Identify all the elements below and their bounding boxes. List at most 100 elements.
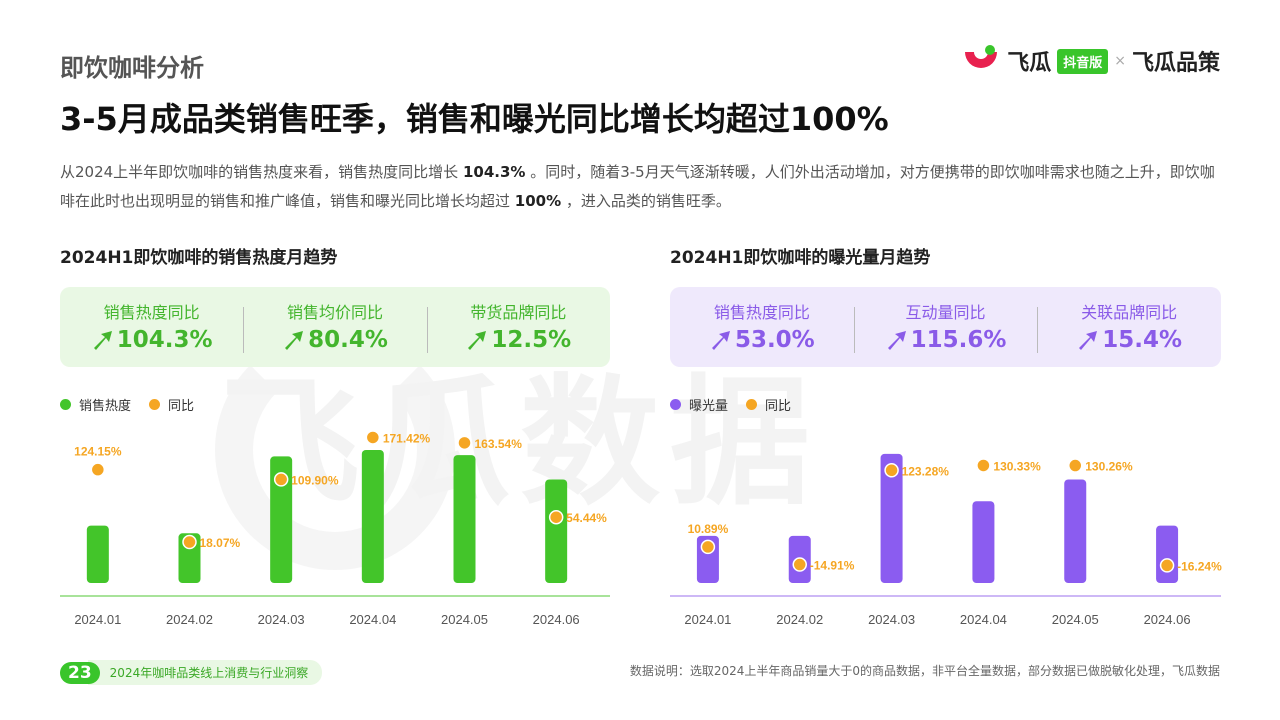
- bar-2024.04: [361, 450, 384, 583]
- yoy-label-2024.04: 130.33%: [993, 459, 1041, 473]
- kpi-label: 销售均价同比: [286, 302, 383, 322]
- brand-badge: 抖音版: [1057, 48, 1109, 74]
- trend-up-arrow-icon: [887, 330, 906, 350]
- kpi-item: 带货品牌同比 12.5%: [426, 299, 610, 356]
- data-note: 数据说明：选取2024上半年商品销量大于0的商品数据，非平台全量数据，部分数据已…: [629, 664, 1220, 678]
- yoy-dot-2024.04: [976, 458, 991, 473]
- brand-name-secondary: 飞瓜品策: [1131, 51, 1220, 76]
- yoy-label-2024.03: 109.90%: [291, 473, 339, 487]
- page-number: 23: [60, 661, 100, 684]
- yoy-label-2024.01: 124.15%: [74, 445, 122, 459]
- kpi-label: 带货品牌同比: [470, 302, 567, 322]
- yoy-dot-2024.06: [1159, 558, 1175, 573]
- yoy-dot-2024.06: [548, 509, 564, 525]
- yoy-label-2024.04: 171.42%: [383, 431, 431, 445]
- trend-up-arrow-icon: [711, 330, 730, 350]
- feigua-logo-icon: [965, 45, 998, 68]
- legend-label: 曝光量: [689, 399, 729, 414]
- yoy-label-2024.06: -16.24%: [1177, 559, 1222, 573]
- left-chart-title: 2024H1即饮咖啡的销售热度月趋势: [60, 248, 338, 268]
- report-title: 2024年咖啡品类线上消费与行业洞察: [87, 660, 323, 685]
- legend-item-dot: 同比: [746, 395, 791, 414]
- x-tick-label: 2024.01: [684, 612, 731, 627]
- x-tick-label: 2024.01: [74, 612, 121, 627]
- kpi-item: 销售热度同比 104.3%: [60, 299, 243, 356]
- legend-item-dot: 同比: [149, 395, 194, 414]
- legend-dot-icon: [149, 399, 161, 410]
- yoy-dot-2024.02: [792, 557, 807, 572]
- legend-item-bar: 曝光量: [670, 395, 728, 414]
- x-tick-label: 2024.04: [349, 612, 396, 627]
- footer-page-info: 23 2024年咖啡品类线上消费与行业洞察: [60, 660, 323, 685]
- page-headline: 3-5月成品类销售旺季，销售和曝光同比增长均超过100%: [60, 100, 889, 138]
- brand-name: 飞瓜: [1007, 51, 1052, 76]
- kpi-value: 115.6%: [885, 326, 1007, 353]
- bar-2024.06: [1156, 525, 1179, 583]
- kpi-label: 关联品牌同比: [1081, 302, 1178, 322]
- kpi-item: 销售均价同比 80.4%: [243, 299, 426, 356]
- kpi-value-text: 115.6%: [910, 326, 1007, 353]
- intro-text-1: 从2024上半年即饮咖啡的销售热度来看，销售热度同比增长: [60, 163, 463, 181]
- legend-label: 同比: [765, 399, 792, 414]
- yoy-dot-2024.03: [884, 463, 899, 478]
- right-chart-title: 2024H1即饮咖啡的曝光量月趋势: [670, 248, 931, 268]
- trend-up-arrow-icon: [1079, 330, 1098, 350]
- yoy-dot-2024.02: [182, 534, 197, 550]
- legend-label: 同比: [168, 399, 195, 414]
- trend-up-arrow-icon: [468, 330, 487, 350]
- kpi-value: 15.4%: [1076, 327, 1182, 353]
- yoy-label-2024.02: -14.91%: [810, 559, 855, 573]
- yoy-dot-2024.03: [273, 472, 289, 487]
- kpi-item: 销售热度同比 53.0%: [670, 299, 854, 356]
- yoy-label-2024.05: 130.26%: [1085, 460, 1133, 474]
- right-chart-legend: 曝光量 同比: [670, 395, 791, 414]
- kpi-value: 12.5%: [465, 327, 571, 353]
- bar-2024.06: [545, 479, 568, 583]
- brand-header: 飞瓜 抖音版 × 飞瓜品策: [961, 44, 1220, 78]
- legend-dot-icon: [746, 399, 758, 410]
- watermark: 飞瓜数据: [220, 362, 821, 525]
- right-bar-chart: 10.89% 2024.01 -14.91% 2024.02 123.28% 2024.0…: [670, 453, 1222, 627]
- x-tick-label: 2024.03: [868, 612, 915, 627]
- x-tick-label: 2024.04: [960, 612, 1007, 627]
- kpi-label: 销售热度同比: [103, 302, 200, 322]
- kpi-value-text: 80.4%: [308, 326, 388, 353]
- kpi-value-text: 12.5%: [491, 326, 572, 353]
- bar-2024.04: [972, 501, 995, 583]
- x-tick-label: 2024.05: [1052, 612, 1099, 627]
- yoy-label-2024.06: 54.44%: [566, 511, 607, 525]
- x-tick-label: 2024.06: [1144, 612, 1191, 627]
- yoy-dot-2024.05: [457, 435, 472, 451]
- kpi-value: 80.4%: [282, 327, 388, 353]
- trend-up-arrow-icon: [93, 330, 112, 350]
- yoy-dot-2024.05: [1068, 458, 1083, 473]
- legend-dot-icon: [670, 399, 681, 410]
- brand-separator: ×: [1114, 53, 1126, 69]
- yoy-dot-2024.04: [365, 430, 381, 445]
- kpi-label: 互动量同比: [905, 302, 986, 322]
- yoy-dot-2024.01: [90, 462, 106, 477]
- intro-text-2: 。同时，随着3-5月天气逐渐转暖，人们外出活动增加，对方便携带的即饮咖啡需求也随…: [60, 163, 1215, 210]
- bar-2024.03: [880, 453, 903, 583]
- intro-text-3: ，进入品类的销售旺季。: [561, 192, 731, 210]
- intro-highlight-1: 104.3%: [462, 163, 526, 181]
- x-tick-label: 2024.02: [776, 612, 823, 627]
- trend-up-arrow-icon: [285, 330, 304, 350]
- left-bar-chart: 124.15% 2024.01 18.07% 2024.02 109.90% 2024.0…: [60, 430, 610, 627]
- x-tick-label: 2024.06: [533, 612, 580, 627]
- legend-item-bar: 销售热度: [60, 395, 131, 414]
- yoy-label-2024.02: 18.07%: [200, 536, 241, 550]
- intro-paragraph: 从2024上半年即饮咖啡的销售热度来看，销售热度同比增长 104.3% 。同时，…: [60, 158, 1225, 216]
- yoy-dot-2024.01: [700, 539, 716, 555]
- bar-2024.05: [1064, 479, 1087, 583]
- kpi-value-text: 53.0%: [734, 326, 815, 353]
- kpi-value-text: 15.4%: [1102, 326, 1183, 353]
- yoy-label-2024.03: 123.28%: [902, 464, 950, 478]
- legend-dot-icon: [60, 399, 71, 410]
- kpi-label: 销售热度同比: [713, 302, 810, 322]
- x-tick-label: 2024.02: [166, 612, 213, 627]
- bar-2024.05: [453, 455, 476, 583]
- kpi-value: 104.3%: [91, 327, 213, 353]
- kpi-item: 关联品牌同比 15.4%: [1037, 299, 1221, 356]
- right-kpi-panel: 销售热度同比 53.0% 互动量同比 115.6% 关联品牌同比 15.4%: [670, 287, 1221, 367]
